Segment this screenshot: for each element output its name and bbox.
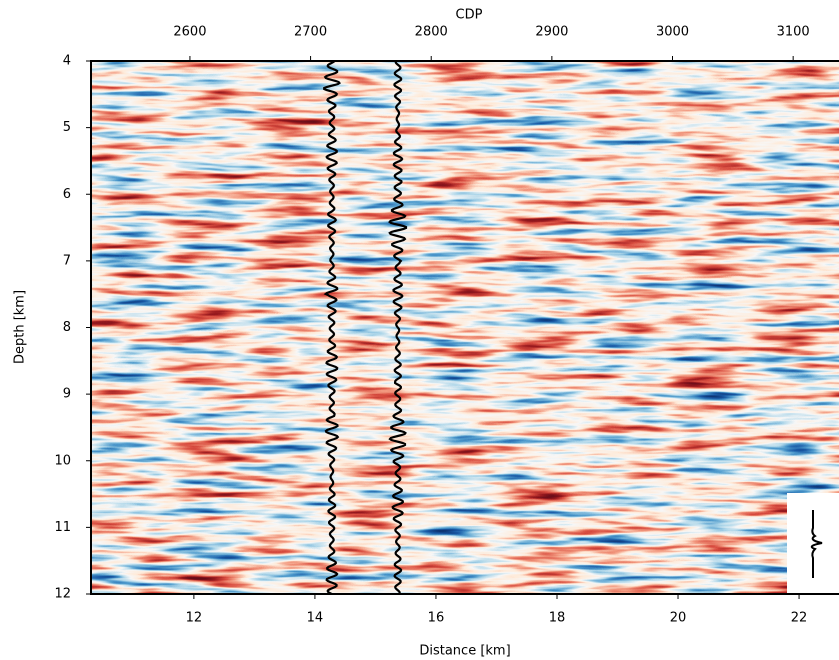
x2-tick-label: 2800 [415, 25, 448, 40]
x2-tick-label: 2600 [173, 25, 206, 40]
x-tick-label: 16 [428, 611, 445, 626]
well-traces [323, 61, 408, 594]
x-tick-label: 12 [186, 611, 203, 626]
inset-box [787, 493, 839, 594]
x2-tick-label: 2900 [535, 25, 568, 40]
x-tick-label: 18 [549, 611, 566, 626]
y-tick-label: 10 [54, 453, 71, 468]
x2-tick-label: 3100 [777, 25, 810, 40]
y-tick-label: 5 [63, 120, 71, 135]
wavelet-inset [787, 493, 839, 594]
x2-tick-label: 2700 [294, 25, 327, 40]
wavelet [810, 510, 823, 578]
x-axis-label: Distance [km] [419, 644, 510, 659]
well-trace [388, 61, 408, 594]
y-tick-label: 11 [54, 520, 71, 535]
well-trace [323, 61, 341, 594]
y-tick-label: 4 [63, 54, 71, 69]
y-tick-label: 8 [63, 320, 71, 335]
y-tick-label: 7 [63, 253, 71, 268]
y-tick-label: 6 [63, 187, 71, 202]
x2-tick-label: 3000 [656, 25, 689, 40]
x-tick-label: 22 [791, 611, 808, 626]
y-axis-label: Depth [km] [13, 290, 28, 364]
seismic-image [91, 61, 839, 594]
x-tick-label: 20 [670, 611, 687, 626]
y-tick-label: 9 [63, 387, 71, 402]
x2-axis-label: CDP [456, 8, 483, 23]
y-tick-label: 12 [54, 587, 71, 602]
x-tick-label: 14 [307, 611, 324, 626]
